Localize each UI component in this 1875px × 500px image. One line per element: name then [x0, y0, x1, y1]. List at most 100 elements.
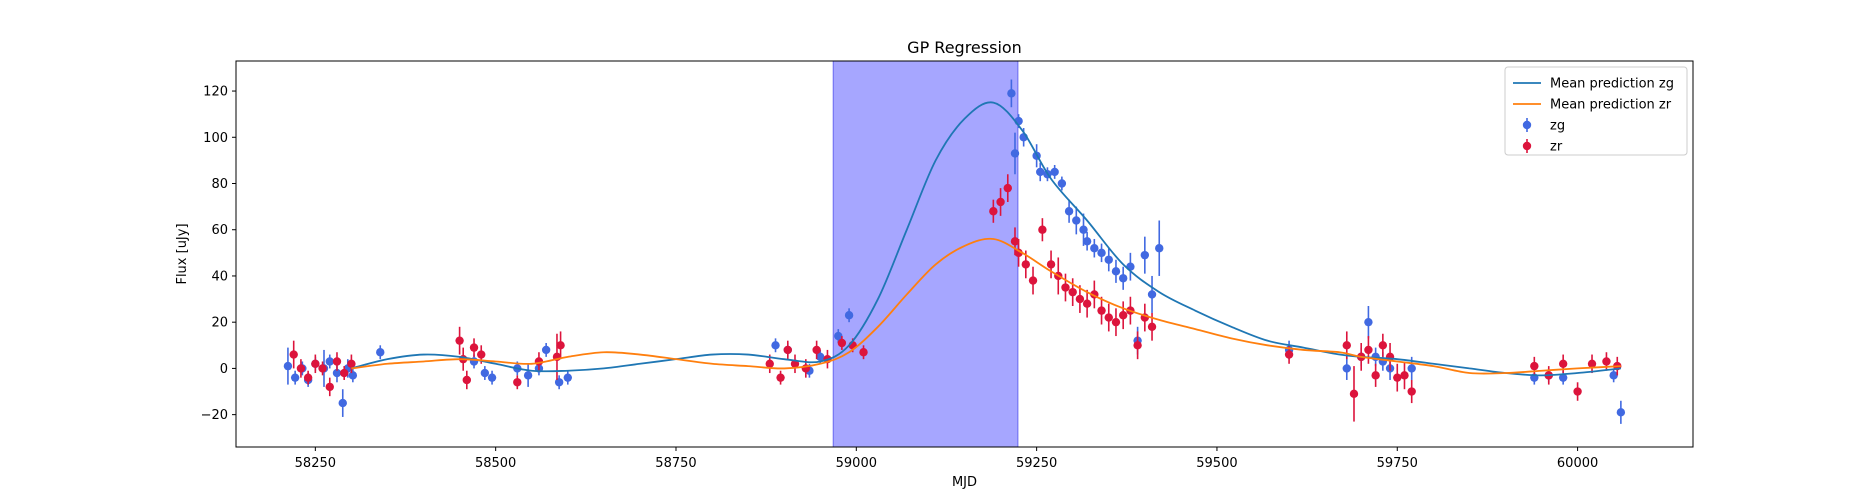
data-point — [1118, 274, 1128, 283]
data-point — [1616, 408, 1626, 417]
data-point — [303, 373, 313, 382]
data-point — [1072, 216, 1081, 225]
legend-point-swatch — [1522, 120, 1532, 130]
x-tick-label: 59250 — [1016, 456, 1057, 471]
data-point — [1104, 255, 1113, 264]
x-tick-label: 58500 — [475, 456, 516, 471]
data-point — [318, 364, 327, 373]
y-axis: −20 0 20 40 60 80 100 120 — [201, 85, 236, 423]
data-point — [1082, 299, 1092, 308]
legend-box — [1504, 66, 1688, 156]
x-tick-label: 60000 — [1557, 456, 1598, 471]
y-tick-label: 120 — [203, 85, 228, 100]
data-point — [1111, 267, 1121, 276]
data-point — [480, 368, 490, 378]
data-point — [1147, 290, 1157, 299]
data-point — [283, 361, 293, 371]
data-point — [1097, 248, 1106, 258]
data-point — [325, 382, 334, 392]
data-point — [1064, 207, 1074, 216]
data-point — [296, 364, 306, 373]
y-tick-label: 40 — [211, 269, 228, 284]
data-point — [1342, 341, 1351, 350]
data-point — [1061, 283, 1070, 292]
data-point — [554, 378, 564, 387]
data-point — [311, 359, 320, 368]
data-point — [1364, 317, 1373, 327]
data-point — [1104, 313, 1113, 322]
data-point — [348, 371, 358, 380]
y-axis-label: Flux [uJy] — [175, 223, 190, 284]
data-point — [1393, 373, 1402, 382]
data-point — [996, 197, 1005, 207]
data-point — [513, 378, 522, 387]
data-point — [1378, 341, 1388, 350]
data-point — [1558, 359, 1568, 368]
data-point — [1133, 341, 1142, 350]
plot-region — [283, 61, 1626, 447]
data-point — [332, 368, 342, 378]
data-point — [1349, 389, 1359, 399]
y-tick-label: 100 — [203, 131, 228, 146]
data-point — [1003, 183, 1012, 193]
data-point — [1118, 311, 1128, 320]
data-point — [1364, 345, 1373, 355]
data-point — [859, 348, 868, 357]
data-point — [332, 357, 342, 366]
data-point — [816, 352, 825, 362]
legend-entry-zr: zr — [1522, 139, 1563, 155]
data-point — [339, 368, 349, 378]
data-point — [1400, 371, 1409, 380]
data-point — [783, 345, 792, 355]
legend-entry-zg-line: Mean prediction zg — [1513, 77, 1674, 92]
data-point — [1530, 361, 1539, 371]
chart-title: GP Regression — [907, 38, 1022, 57]
data-point — [1371, 371, 1380, 380]
legend-entry-zr-line: Mean prediction zr — [1513, 98, 1672, 113]
plot-frame — [235, 60, 1694, 448]
data-point — [1407, 364, 1416, 373]
data-point — [289, 350, 298, 359]
data-point — [765, 359, 774, 368]
data-point — [1082, 237, 1092, 246]
legend-label: zr — [1550, 140, 1563, 155]
data-point — [1342, 364, 1351, 373]
data-point — [1050, 167, 1059, 177]
data-point — [1573, 387, 1582, 396]
x-tick-label: 59000 — [836, 456, 877, 471]
data-point — [1602, 357, 1611, 366]
mean-prediction-zg-line — [351, 101, 1621, 377]
data-point — [290, 373, 300, 382]
data-point — [477, 350, 486, 359]
y-tick-label: 80 — [211, 177, 228, 192]
data-point — [523, 371, 533, 380]
data-point — [556, 341, 565, 350]
data-point — [771, 341, 780, 350]
data-point — [1014, 248, 1023, 258]
series-zr — [289, 174, 1622, 422]
data-point — [1558, 373, 1568, 382]
x-tick-label: 59750 — [1377, 456, 1418, 471]
legend-label: Mean prediction zg — [1550, 77, 1674, 92]
data-point — [1097, 306, 1106, 315]
data-point — [1609, 371, 1618, 380]
data-point — [487, 373, 497, 382]
data-point — [1068, 287, 1077, 297]
data-point — [1010, 149, 1020, 158]
data-point — [1038, 225, 1047, 234]
data-point — [1021, 260, 1031, 269]
data-point — [812, 345, 821, 355]
data-point — [834, 331, 843, 341]
legend-entry-zg: zg — [1522, 118, 1565, 134]
data-point — [376, 348, 385, 357]
data-point — [1284, 350, 1294, 359]
data-point — [1036, 167, 1045, 177]
data-point — [1587, 359, 1597, 368]
data-point — [1155, 244, 1164, 253]
data-point — [1140, 250, 1150, 260]
data-point — [1075, 294, 1085, 304]
legend-point-swatch — [1522, 141, 1532, 151]
data-point — [989, 207, 998, 216]
data-point — [1046, 260, 1056, 269]
